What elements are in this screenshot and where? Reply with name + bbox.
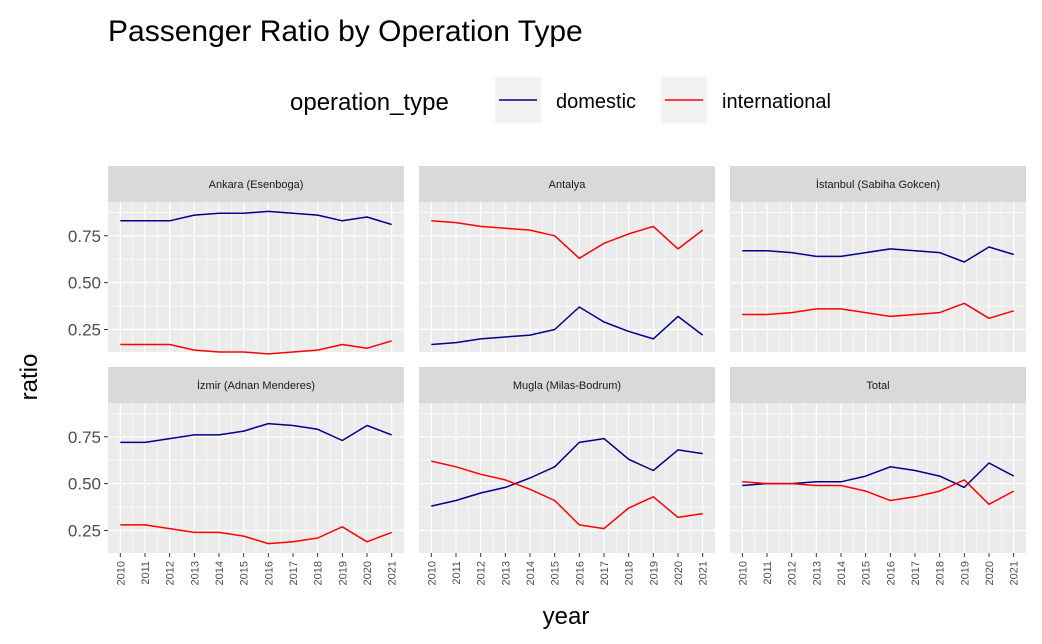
x-tick-label: 2017: [288, 561, 300, 585]
facet-panels: Ankara (Esenboga) Antalya İstanbul (Sabiha…: [108, 166, 1026, 553]
series-line-international: [120, 524, 392, 545]
x-tick-label: 2019: [337, 561, 349, 585]
x-axis-title: year: [543, 603, 590, 630]
y-tick-label: 0.75: [68, 227, 101, 246]
facet-strip-label: İzmir (Adnan Menderes): [197, 379, 315, 392]
x-axes: 2010 2011 2012 2013 2014 2015 2016 2017 2018 2019…: [115, 553, 1021, 585]
facet-strip-label: Mugla (Milas-Bodrum): [513, 380, 621, 392]
x-tick-label: 2014: [836, 561, 848, 585]
x-tick-label: 2016: [263, 561, 275, 585]
x-tick-label: 2019: [959, 561, 971, 585]
x-tick-label: 2015: [861, 561, 873, 585]
x-tick-label: 2012: [787, 561, 799, 585]
x-tick-label: 2018: [313, 561, 325, 585]
facet-strip-label: Total: [866, 380, 889, 392]
facet-strip: [419, 166, 715, 202]
x-tick-label: 2020: [984, 561, 996, 585]
x-tick-label: 2018: [624, 561, 636, 585]
facet-strip-label: Ankara (Esenboga): [209, 179, 304, 191]
x-tick-label: 2016: [574, 561, 586, 585]
series-line-domestic: [431, 437, 703, 507]
x-tick-label: 2020: [362, 561, 374, 585]
facet-strip: [108, 166, 404, 202]
series-line-international: [742, 302, 1014, 320]
x-tick-label: 2020: [673, 561, 685, 585]
x-tick-label: 2015: [239, 561, 251, 585]
series-line-international: [120, 340, 392, 355]
legend-label-domestic: domestic: [556, 91, 636, 113]
y-tick-label: 0.50: [68, 274, 101, 293]
facet-panel: İstanbul (Sabiha Gokcen): [730, 166, 1026, 352]
series-line-domestic: [431, 306, 704, 346]
x-tick-label: 2011: [451, 561, 463, 585]
x-tick-label: 2017: [910, 561, 922, 585]
x-tick-label: 2013: [500, 561, 512, 585]
x-tick-label: 2013: [811, 561, 823, 585]
y-tick-label: 0.25: [68, 321, 101, 340]
series-line-domestic: [742, 246, 1014, 263]
x-tick-label: 2011: [140, 561, 152, 585]
x-tick-label: 2018: [935, 561, 947, 585]
x-tick-label: 2016: [885, 561, 897, 585]
series-line-international: [431, 460, 703, 530]
series-line-domestic: [120, 422, 392, 444]
y-tick-label: 0.75: [68, 428, 101, 447]
chart-title: Passenger Ratio by Operation Type: [108, 15, 583, 48]
facet-strip-label: Antalya: [549, 179, 587, 191]
y-tick-label: 0.25: [68, 522, 101, 541]
facet-strip: [108, 367, 404, 403]
facet-panel: İzmir (Adnan Menderes): [108, 367, 404, 553]
x-tick-label: 2010: [115, 561, 127, 585]
facet-strip: [730, 367, 1026, 403]
x-tick-label: 2021: [1009, 561, 1021, 585]
legend: operation_type domestic international: [290, 77, 831, 123]
facet-panel: Ankara (Esenboga): [108, 166, 404, 355]
y-axis-title: ratio: [16, 354, 43, 401]
series-line-domestic: [120, 210, 392, 226]
facet-panel: Mugla (Milas-Bodrum): [419, 367, 715, 553]
x-tick-label: 2014: [525, 561, 537, 585]
x-tick-label: 2015: [550, 561, 562, 585]
series-line-international: [742, 479, 1015, 506]
x-tick-label: 2017: [599, 561, 611, 585]
legend-title: operation_type: [290, 89, 449, 116]
y-axes: 0.25 0.50 0.75 0.25 0.50 0.75: [68, 227, 108, 541]
facet-panel: Antalya: [419, 166, 715, 352]
facet-strip: [419, 367, 715, 403]
x-tick-label: 2011: [762, 561, 774, 585]
x-tick-label: 2021: [387, 561, 399, 585]
x-tick-label: 2010: [426, 561, 438, 585]
series-line-international: [431, 220, 704, 260]
facet-panel: Total: [730, 367, 1026, 553]
x-tick-label: 2021: [698, 561, 710, 585]
y-tick-label: 0.50: [68, 475, 101, 494]
x-tick-label: 2012: [165, 561, 177, 585]
facet-strip-label: İstanbul (Sabiha Gokcen): [816, 178, 940, 191]
facet-strip: [730, 166, 1026, 202]
legend-label-international: international: [722, 91, 831, 113]
x-tick-label: 2019: [648, 561, 660, 585]
x-tick-label: 2010: [737, 561, 749, 585]
x-tick-label: 2013: [189, 561, 201, 585]
x-tick-label: 2012: [476, 561, 488, 585]
x-tick-label: 2014: [214, 561, 226, 585]
